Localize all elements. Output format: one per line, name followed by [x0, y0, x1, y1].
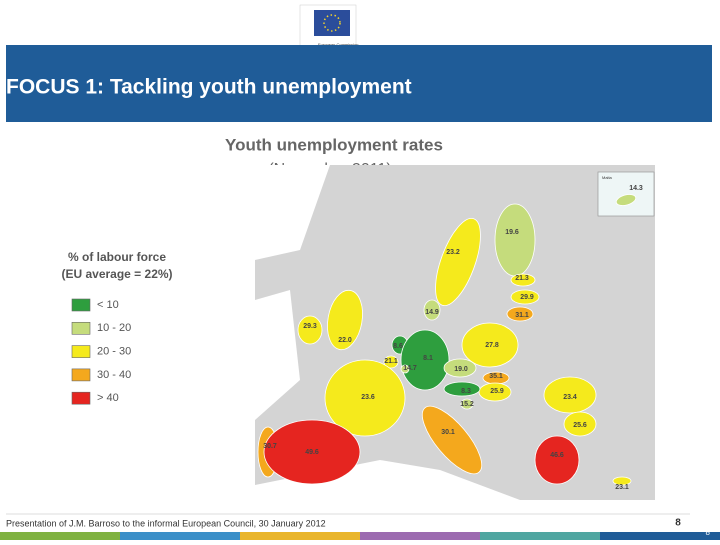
page-number: 8 — [675, 518, 681, 529]
legend-label: 20 - 30 — [97, 346, 131, 358]
regions — [257, 203, 632, 486]
region-label: 29.3 — [303, 323, 317, 330]
region-label: 14.3 — [629, 185, 643, 192]
legend-label: < 10 — [97, 299, 119, 311]
region — [543, 376, 597, 414]
region — [510, 273, 536, 287]
legend-swatch — [71, 368, 91, 382]
legend-label: > 40 — [97, 392, 119, 404]
sea — [255, 165, 330, 260]
legend-title: (EU average = 22%) — [61, 267, 172, 281]
region — [383, 355, 399, 369]
region-label: 21.1 — [384, 358, 398, 365]
region-label: 49.6 — [305, 449, 319, 456]
region-label: 22.0 — [338, 337, 352, 344]
map-title: Youth unemployment rates — [225, 135, 443, 154]
region-label: 19.6 — [505, 229, 519, 236]
region-label: 21.3 — [515, 275, 529, 282]
region — [443, 381, 481, 397]
region-label: 8.3 — [461, 388, 471, 395]
region — [423, 299, 441, 321]
header-band — [6, 45, 712, 122]
region — [615, 194, 637, 206]
region — [510, 289, 540, 305]
region-label: 19.0 — [454, 366, 468, 373]
region-label: 31.1 — [515, 312, 529, 319]
region — [612, 476, 632, 486]
region-label: 30.7 — [263, 443, 277, 450]
region-label: 25.6 — [573, 422, 587, 429]
region — [435, 217, 481, 307]
sea — [255, 460, 520, 500]
legend-swatch — [71, 345, 91, 358]
legend-label: 10 - 20 — [97, 322, 131, 334]
region — [324, 359, 406, 437]
region — [297, 315, 323, 345]
region — [478, 382, 512, 402]
region — [400, 329, 450, 391]
legend-swatch — [71, 321, 91, 335]
region-label: 29.9 — [520, 294, 534, 301]
legend-label: 30 - 40 — [97, 369, 131, 381]
region — [263, 419, 361, 485]
region-label: 14.9 — [425, 309, 439, 316]
region-label: 14.7 — [403, 365, 417, 372]
legend-swatch — [71, 391, 91, 405]
region-label: 8.6 — [393, 343, 403, 350]
region-label: 27.8 — [485, 342, 499, 349]
region — [534, 435, 580, 485]
region-label: 23.4 — [563, 394, 577, 401]
legend-swatch — [71, 298, 91, 312]
region — [494, 203, 536, 277]
page-corner: 8 — [706, 528, 711, 537]
region — [327, 289, 363, 351]
sea — [255, 290, 300, 420]
region-label: 15.2 — [460, 401, 474, 408]
region — [563, 411, 597, 437]
region — [506, 306, 534, 322]
region-label: 35.1 — [489, 373, 503, 380]
legend-title: % of labour force — [68, 250, 166, 264]
region — [443, 358, 477, 378]
region-label: 30.1 — [441, 429, 455, 436]
inset-box — [597, 171, 655, 217]
region-label: 23.1 — [615, 484, 629, 491]
inset-title: Malta — [602, 175, 613, 180]
region — [461, 322, 519, 368]
legend: < 10 10 - 20 20 - 30 30 - 40 > 40 — [71, 298, 131, 405]
footer-strip — [0, 532, 720, 540]
footer-text: Presentation of J.M. Barroso to the info… — [6, 518, 326, 528]
region-label: 25.9 — [490, 388, 504, 395]
region — [460, 398, 474, 410]
logo-text: European Commission — [318, 42, 358, 47]
region-labels: 14.3 19.6 23.2 21.3 29.9 31.1 14.9 29.3 22.0 27.8… — [263, 185, 643, 491]
region-label: 8.1 — [423, 355, 433, 362]
slide-title: FOCUS 1: Tackling youth unemployment — [6, 76, 412, 99]
region-label: 23.2 — [446, 249, 460, 256]
region — [421, 405, 483, 475]
region — [400, 364, 410, 374]
region-label: 46.6 — [550, 452, 564, 459]
region-label: 23.6 — [361, 394, 375, 401]
